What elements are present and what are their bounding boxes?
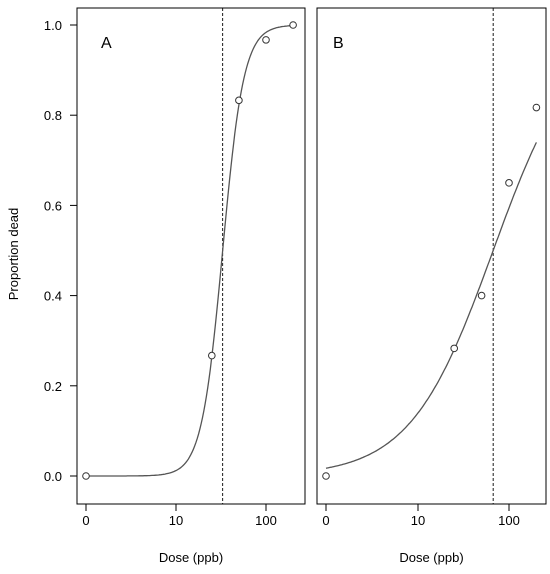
panel-label: A [101,35,112,52]
data-point [289,21,297,29]
data-point [82,472,90,480]
x-tick-label: 10 [169,513,183,528]
y-tick-label: 0.8 [44,108,62,123]
data-point [450,344,459,353]
data-point [532,103,541,112]
data-point [505,179,513,187]
fitted-curve [86,24,294,477]
y-tick-label: 0.6 [44,198,62,213]
y-tick-label: 0.4 [44,289,62,304]
y-tick-label: 0.2 [44,379,62,394]
x-tick-label: 100 [255,513,277,528]
y-axis: Proportion dead 0.0 0.2 0.4 0.6 0.8 1.0 [6,18,77,484]
data-point [235,96,243,105]
data-point [322,472,330,480]
x-axis-label: Dose (ppb) [399,550,463,565]
plot-frame [76,7,306,505]
data-point [477,291,486,300]
y-axis-label: Proportion dead [6,208,21,301]
x-tick-label: 0 [322,513,329,528]
fitted-curve [325,142,537,469]
data-point [262,36,270,44]
plot-frame [316,7,547,505]
panel-a: 0 10 100 Dose (ppb) A [76,7,306,565]
y-tick-label: 0.0 [44,469,62,484]
x-tick-label: 100 [498,513,520,528]
y-ticks: 0.0 0.2 0.4 0.6 0.8 1.0 [44,18,77,484]
x-tick-label: 0 [82,513,89,528]
data-point [208,351,216,360]
y-tick-label: 1.0 [44,18,62,33]
x-tick-label: 10 [411,513,425,528]
x-axis-label: Dose (ppb) [159,550,223,565]
panel-b: 0 10 100 Dose (ppb) B [316,7,547,565]
panel-label: B [333,35,344,52]
